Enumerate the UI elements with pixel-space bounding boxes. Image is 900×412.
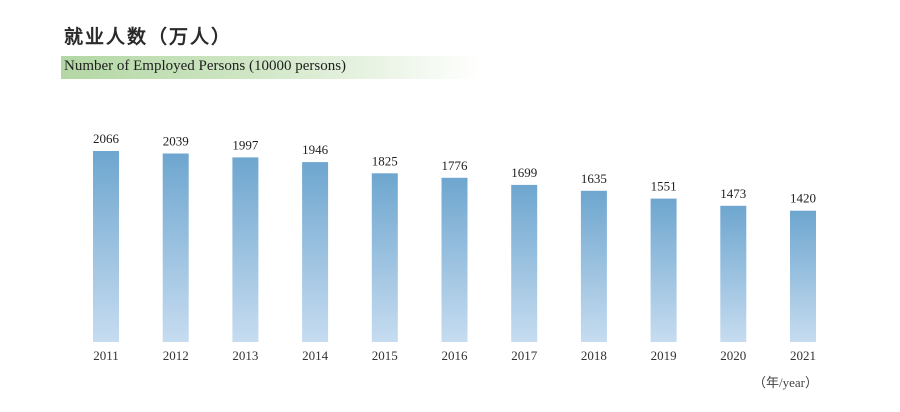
x-tick-label-2015: 2015 — [372, 348, 398, 363]
value-labels-group: 2066 2039 1997 1946 1825 1776 1699 1635 1551 1473… — [93, 131, 816, 206]
bar-2019 — [650, 198, 677, 342]
bar-2011 — [93, 151, 119, 342]
bars-group — [93, 151, 816, 342]
bar-2016 — [441, 177, 468, 342]
value-label-2019: 1551 — [651, 179, 677, 194]
bar-2014 — [302, 162, 329, 342]
value-label-2017: 1699 — [511, 165, 537, 180]
value-label-2021: 1420 — [790, 191, 816, 206]
value-label-2020: 1473 — [720, 186, 746, 201]
value-label-2014: 1946 — [302, 142, 329, 157]
value-label-2012: 2039 — [163, 134, 189, 149]
x-tick-label-2021: 2021 — [790, 348, 816, 363]
chart-title: 就业人数（万人） — [64, 26, 233, 48]
bar-2012 — [162, 153, 189, 342]
value-label-2015: 1825 — [372, 153, 398, 168]
x-tick-label-2019: 2019 — [651, 348, 677, 363]
x-tick-label-2014: 2014 — [302, 348, 329, 363]
bar-2013 — [232, 157, 259, 342]
value-label-2013: 1997 — [232, 137, 259, 152]
bar-2018 — [580, 190, 607, 342]
x-tick-label-2020: 2020 — [720, 348, 746, 363]
x-tick-label-2017: 2017 — [511, 348, 538, 363]
bar-2021 — [790, 210, 816, 342]
x-axis-unit-label: （年/year） — [753, 375, 818, 390]
value-label-2018: 1635 — [581, 171, 607, 186]
bar-2015 — [371, 173, 398, 342]
value-label-2011: 2066 — [93, 131, 120, 146]
x-tick-label-2016: 2016 — [442, 348, 469, 363]
bar-2017 — [511, 184, 538, 342]
chart-subtitle: Number of Employed Persons (10000 person… — [64, 58, 347, 74]
bar-2020 — [720, 205, 747, 342]
x-tick-label-2011: 2011 — [93, 348, 119, 363]
x-tick-label-2018: 2018 — [581, 348, 607, 363]
x-tick-label-2012: 2012 — [163, 348, 189, 363]
value-label-2016: 1776 — [442, 158, 469, 173]
subtitle-band — [61, 56, 481, 79]
x-tick-labels-group: 2011 2012 2013 2014 2015 2016 2017 2018 2019 2020… — [93, 348, 816, 363]
x-tick-label-2013: 2013 — [232, 348, 258, 363]
